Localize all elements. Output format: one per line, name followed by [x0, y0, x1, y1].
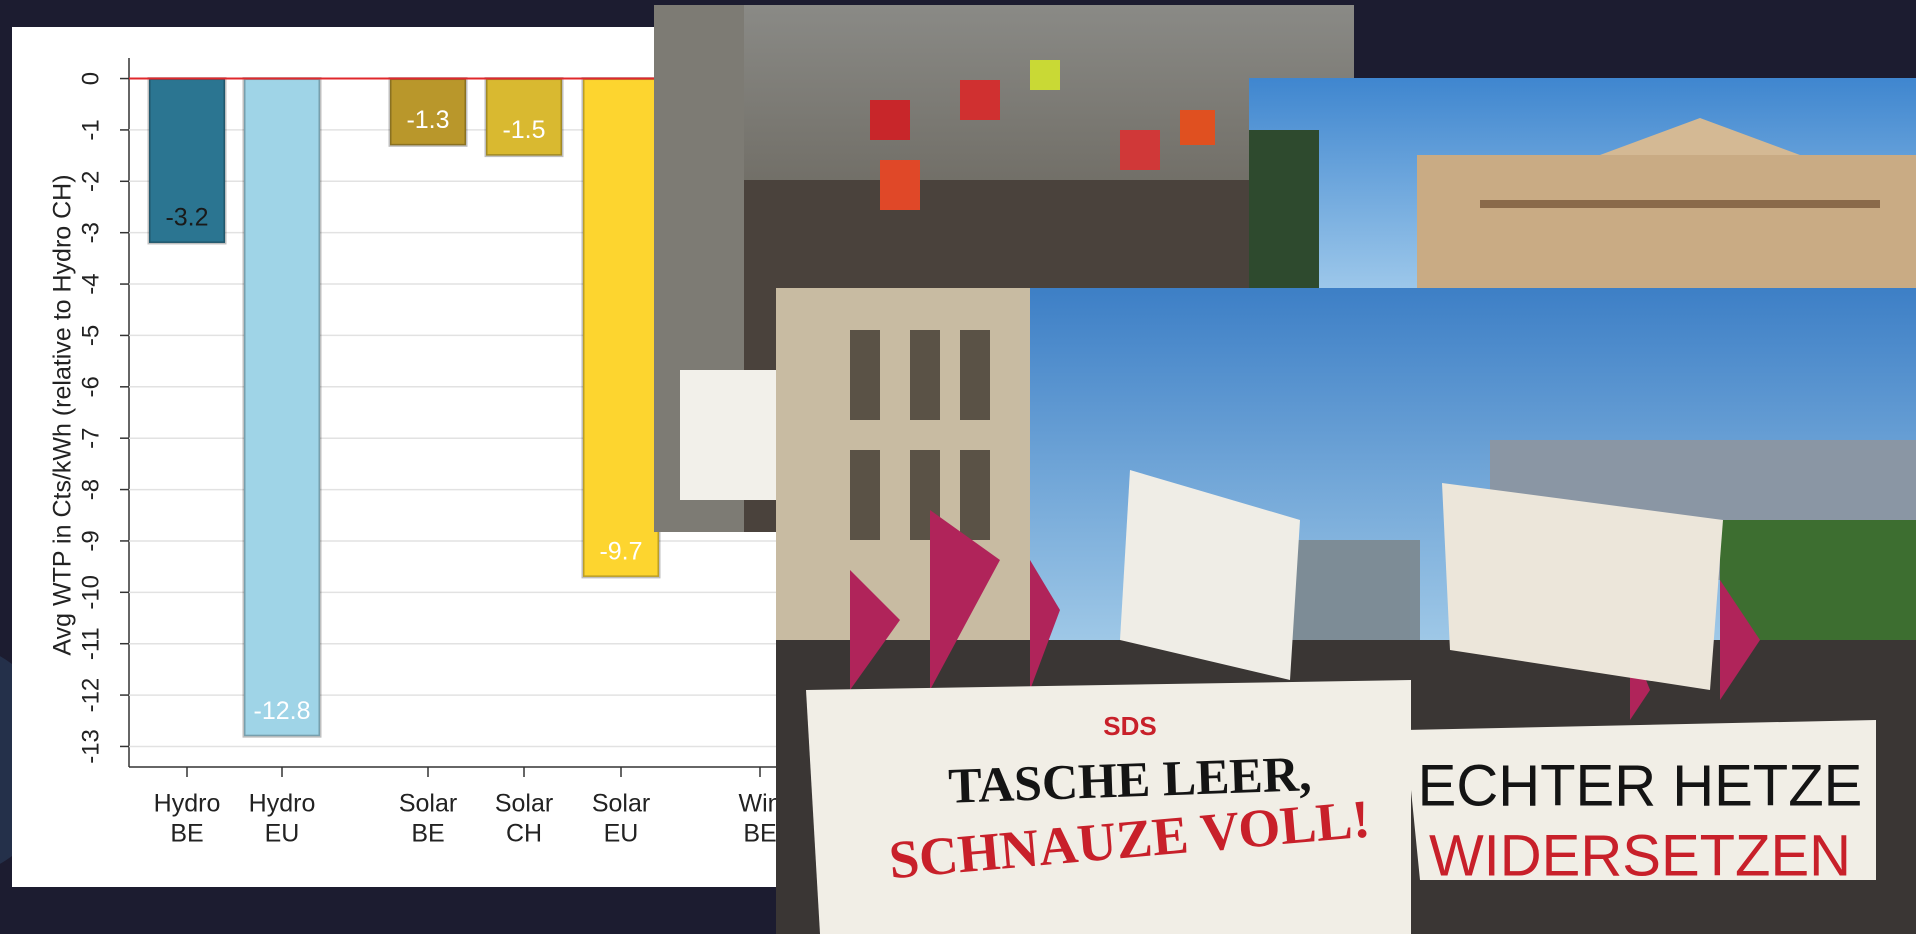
y-tick-label: -6: [77, 376, 104, 397]
x-tick-label: EU: [604, 820, 639, 848]
value-label: -12.8: [254, 697, 311, 725]
bar: [244, 79, 320, 737]
y-tick-label: -3: [77, 222, 104, 243]
bar: [583, 79, 659, 577]
x-tick-label: BE: [411, 820, 444, 848]
x-tick-label: Solar: [592, 790, 650, 818]
x-tick-label: Solar: [399, 790, 457, 818]
x-tick-label: BE: [170, 820, 203, 848]
x-tick-label: Hydro: [154, 790, 221, 818]
y-axis-title: Avg WTP in Cts/kWh (relative to Hydro CH…: [49, 174, 77, 655]
photo-parliament: [1249, 78, 1916, 288]
y-tick-label: -1: [77, 119, 104, 140]
value-label: -3.2: [165, 204, 208, 232]
y-tick-label: -8: [77, 479, 104, 500]
y-tick-label: -4: [77, 273, 104, 294]
y-tick-label: -5: [77, 325, 104, 346]
value-label: -1.5: [502, 116, 545, 144]
banner-text: WIDERSETZEN: [1429, 823, 1851, 888]
photo-protest: SDS TASCHE LEER, SCHNAUZE VOLL! ECHTER H…: [776, 288, 1916, 934]
value-label: -9.7: [599, 538, 642, 566]
screen: Avg WTP in Cts/kWh (relative to Hydro CH…: [0, 0, 1916, 934]
y-tick-label: -2: [77, 171, 104, 192]
y-tick-label: 0: [77, 72, 104, 85]
x-tick-label: Win: [738, 790, 781, 818]
x-tick-label: CH: [506, 820, 542, 848]
value-label: -1.3: [406, 106, 449, 134]
y-tick-label: -12: [77, 678, 104, 713]
x-tick-label: BE: [743, 820, 776, 848]
x-tick-label: EU: [265, 820, 300, 848]
y-tick-label: -9: [77, 530, 104, 551]
y-tick-label: -13: [77, 729, 104, 764]
y-tick-label: -11: [77, 627, 104, 660]
banner-text: SDS: [1103, 711, 1156, 741]
banner-text: ECHTER HETZE: [1418, 753, 1863, 818]
page: Avg WTP in Cts/kWh (relative to Hydro CH…: [0, 0, 1916, 934]
y-tick-label: -7: [77, 428, 104, 449]
x-tick-label: Hydro: [249, 790, 316, 818]
x-tick-label: Solar: [495, 790, 553, 818]
y-tick-label: -10: [77, 575, 104, 610]
